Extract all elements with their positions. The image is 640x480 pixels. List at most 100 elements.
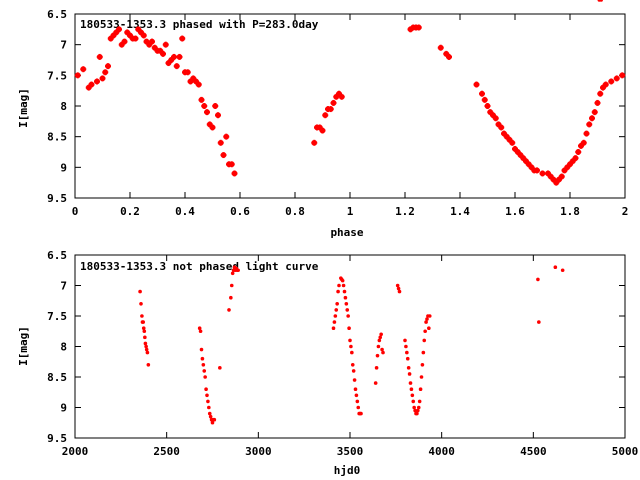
y-tick-label: 8 [60, 341, 67, 354]
data-point [202, 369, 207, 373]
data-point [405, 356, 410, 361]
data-point [404, 344, 408, 349]
data-point [347, 326, 351, 331]
data-point [348, 338, 352, 343]
data-point [410, 393, 415, 398]
data-point [395, 283, 400, 288]
data-point [374, 366, 379, 370]
data-point [94, 78, 100, 85]
data-point [228, 161, 235, 168]
data-point [140, 314, 144, 318]
data-point [217, 139, 224, 146]
data-point [594, 99, 601, 106]
data-point [132, 35, 139, 42]
data-point [102, 69, 109, 76]
data-point [421, 350, 426, 355]
data-point [146, 363, 151, 367]
data-point [359, 411, 363, 416]
data-point [422, 338, 427, 343]
data-point [446, 53, 452, 60]
data-point [381, 350, 385, 355]
data-point [331, 326, 336, 331]
data-point [80, 66, 87, 73]
data-point [107, 35, 114, 42]
data-point [208, 414, 213, 419]
data-point [343, 295, 348, 300]
data-point [139, 302, 143, 306]
data-point [411, 399, 416, 404]
data-point [141, 326, 146, 331]
data-point [378, 335, 383, 340]
data-point [373, 381, 378, 385]
data-point [353, 387, 358, 392]
data-point [349, 344, 353, 349]
data-point [406, 366, 411, 370]
x-tick-label: 0 [72, 205, 79, 218]
data-point [351, 369, 356, 373]
unphased-y-axis-label: I[mag] [17, 326, 30, 366]
data-point [473, 81, 480, 88]
y-tick-label: 9 [60, 161, 67, 174]
data-point [481, 96, 488, 103]
data-point [236, 268, 240, 273]
data-point [407, 372, 412, 376]
unphased-light-curve-panel: 180533-1353.3 not phased light curve I[m… [17, 0, 638, 477]
y-tick-label: 8.5 [47, 371, 67, 384]
data-point [409, 387, 414, 392]
data-point [162, 41, 169, 48]
data-point [88, 81, 95, 88]
data-point [380, 347, 384, 352]
data-point [602, 81, 609, 88]
data-point [144, 344, 148, 349]
data-point [322, 112, 329, 119]
phased-light-curve-panel: 180533-1353.3 phased with P=283.0day I[m… [17, 8, 628, 239]
data-point [580, 139, 587, 146]
data-point [560, 268, 565, 273]
data-point [589, 115, 595, 122]
data-point [105, 63, 111, 70]
data-point [423, 329, 427, 334]
data-point [537, 320, 541, 324]
data-point [209, 124, 216, 131]
data-point [99, 75, 106, 82]
data-point [342, 289, 347, 294]
y-tick-label: 7.5 [47, 69, 67, 82]
data-point [613, 75, 620, 82]
data-point [207, 411, 212, 416]
x-tick-label: 0.6 [230, 205, 250, 218]
data-point [230, 271, 235, 276]
data-point [206, 399, 210, 404]
unphased-x-axis-label: hjd0 [334, 464, 361, 477]
data-point [346, 314, 350, 318]
data-point [492, 115, 499, 122]
data-point [215, 112, 221, 119]
data-point [227, 308, 231, 312]
x-tick-label: 0.8 [285, 205, 305, 218]
data-point [327, 106, 334, 113]
y-tick-label: 6.5 [47, 249, 67, 262]
data-point [586, 121, 593, 128]
data-point [187, 78, 194, 85]
data-point [333, 314, 338, 318]
data-point [405, 350, 409, 355]
data-point [479, 90, 485, 97]
data-point [419, 375, 424, 379]
data-point [350, 350, 354, 355]
phased-x-axis-label: phase [330, 226, 363, 239]
y-tick-label: 7.5 [47, 310, 67, 323]
x-tick-label: 3500 [337, 445, 364, 458]
x-tick-label: 2000 [62, 445, 89, 458]
x-tick-label: 1.6 [505, 205, 525, 218]
data-point [135, 26, 142, 33]
data-point [539, 170, 546, 177]
data-point [413, 408, 417, 413]
data-point [179, 35, 186, 42]
data-point [503, 133, 510, 140]
data-point [143, 341, 148, 346]
data-point [121, 38, 128, 45]
y-tick-label: 7 [60, 280, 67, 293]
phased-chart-title: 180533-1353.3 phased with P=283.0day [80, 18, 319, 31]
data-point [199, 347, 204, 352]
data-point [396, 286, 401, 291]
data-point [116, 26, 122, 33]
